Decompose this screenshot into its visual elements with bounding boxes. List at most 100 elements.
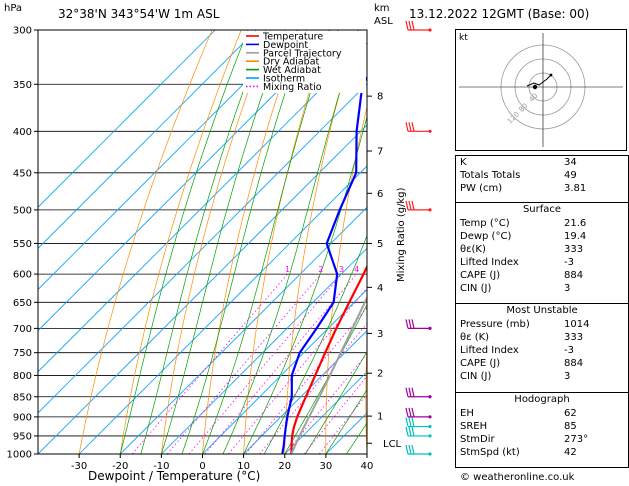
hodograph-value: 42 xyxy=(564,447,577,458)
most-unstable-value: 3 xyxy=(564,371,571,382)
wind-barb-flag xyxy=(411,20,415,31)
surface-row: Temp (°C) 21.6 xyxy=(456,217,628,230)
x-axis-label: Dewpoint / Temperature (°C) xyxy=(88,469,261,483)
legend-entry: Isotherm xyxy=(263,74,305,85)
temperature-tick-label: -20 xyxy=(112,461,128,472)
wind-barb-flag xyxy=(408,319,412,329)
series-line-parcel-trajectory xyxy=(290,295,367,454)
station-location: 32°38'N 343°54'W 1m ASL xyxy=(58,7,220,21)
most-unstable-value: 1014 xyxy=(564,319,590,330)
surface-title: Surface xyxy=(522,204,562,215)
pressure-tick-label: 800 xyxy=(13,371,32,382)
index-label: PW (cm) xyxy=(460,183,503,194)
altitude-tick-label: 4 xyxy=(377,283,383,294)
storm-motion-marker xyxy=(532,84,538,90)
most-unstable-value: 333 xyxy=(564,332,584,343)
isotherm xyxy=(284,371,367,454)
wind-barb-flag xyxy=(408,426,412,437)
asl-axis-unit: ASL xyxy=(374,16,393,27)
index-label: K xyxy=(460,157,467,168)
index-row: PW (cm) 3.81 xyxy=(456,182,628,195)
wet-adiabat xyxy=(119,30,249,454)
surface-label: CIN (J) xyxy=(460,283,492,294)
index-row: K 34 xyxy=(456,156,628,169)
temperature-tick-label: 0 xyxy=(199,461,205,472)
wind-barb-flag xyxy=(411,319,415,329)
hodograph-label: StmDir xyxy=(460,434,495,445)
wind-barb-flag xyxy=(408,387,412,397)
altitude-tick-label: 7 xyxy=(377,147,383,158)
temperature-tick-label: 40 xyxy=(361,461,374,472)
mixing-ratio-line xyxy=(131,273,288,454)
dry-adiabat xyxy=(119,30,242,454)
wind-barb-flag xyxy=(411,426,415,437)
most-unstable-label: Lifted Index xyxy=(460,345,519,356)
index-value: 34 xyxy=(564,157,577,168)
wind-barb-flag xyxy=(408,122,412,132)
isotherm xyxy=(202,288,367,454)
wind-barb-flag xyxy=(411,444,415,455)
pressure-tick-label: 450 xyxy=(13,168,32,179)
wet-adiabat xyxy=(202,30,331,454)
hpa-axis-unit: hPa xyxy=(4,3,23,14)
wind-barb-flag xyxy=(408,200,412,211)
most-unstable-label: θε (K) xyxy=(460,332,490,343)
wind-barb-flag xyxy=(405,407,409,418)
pressure-tick-label: 1000 xyxy=(7,450,32,461)
temperature-tick-label: 30 xyxy=(320,461,333,472)
dry-adiabat xyxy=(202,30,300,454)
mixing-ratio-label: 15 xyxy=(427,265,437,274)
surface-label: CAPE (J) xyxy=(460,270,501,281)
wind-barb-flag xyxy=(405,426,409,437)
hodograph-unit: kt xyxy=(459,33,468,43)
isotherm xyxy=(161,247,367,454)
most-unstable-row: θε (K) 333 xyxy=(456,331,628,344)
dry-adiabat xyxy=(365,337,367,454)
pressure-tick-label: 350 xyxy=(13,80,32,91)
pressure-tick-label: 850 xyxy=(13,392,32,403)
hodograph-point xyxy=(549,73,553,77)
surface-table: Surface Temp (°C) 21.6 Dewp (°C) 19.4 θε(K) 3… xyxy=(455,202,629,304)
pressure-tick-label: 700 xyxy=(13,324,32,335)
legend-entry: Temperature xyxy=(262,32,323,43)
isotherm xyxy=(243,330,367,454)
altitude-tick-label: 5 xyxy=(377,239,383,250)
mixing-ratio-label: 4 xyxy=(354,265,359,274)
wind-barb-flag xyxy=(405,122,409,132)
wind-barb-dot xyxy=(428,129,432,133)
surface-row: CAPE (J) 884 xyxy=(456,269,628,282)
pressure-tick-label: 650 xyxy=(13,298,32,309)
wind-barb-flag xyxy=(405,319,409,329)
wind-barb-dot xyxy=(428,415,432,419)
wind-barb-dot xyxy=(428,452,432,456)
series-line-temperature xyxy=(290,264,367,454)
wind-barb-flag xyxy=(405,417,409,427)
wind-barb-flag xyxy=(411,200,415,211)
most-unstable-row: CIN (J) 3 xyxy=(456,370,628,383)
wind-barb-flag xyxy=(405,200,409,211)
hodograph-label: StmSpd (kt) xyxy=(460,447,520,458)
wet-adiabat xyxy=(161,30,286,454)
altitude-tick-label: 2 xyxy=(377,369,383,380)
wind-barb-dot xyxy=(428,208,432,212)
pressure-tick-label: 600 xyxy=(13,270,32,281)
hodograph-value: 273° xyxy=(564,434,589,445)
wind-barb-flag xyxy=(411,407,415,418)
hodograph-row: StmSpd (kt) 42 xyxy=(456,446,628,459)
hodograph-ring-label: 40 xyxy=(528,92,540,104)
isotherm xyxy=(38,30,216,208)
hodograph-value: 62 xyxy=(564,408,577,419)
most-unstable-row: Lifted Index -3 xyxy=(456,344,628,357)
wind-barb-flag xyxy=(405,20,409,31)
hodograph-value: 85 xyxy=(564,421,577,432)
most-unstable-row: CAPE (J) 884 xyxy=(456,357,628,370)
surface-label: Temp (°C) xyxy=(460,218,510,229)
hodograph-ring-label: 80 xyxy=(518,102,530,114)
mixing-ratio-line xyxy=(284,353,367,454)
altitude-tick-label: 8 xyxy=(377,92,383,103)
wind-barb-flag xyxy=(411,122,415,132)
dry-adiabat xyxy=(405,30,446,454)
altitude-tick-label: 6 xyxy=(377,189,383,200)
wet-adiabat xyxy=(140,30,267,454)
